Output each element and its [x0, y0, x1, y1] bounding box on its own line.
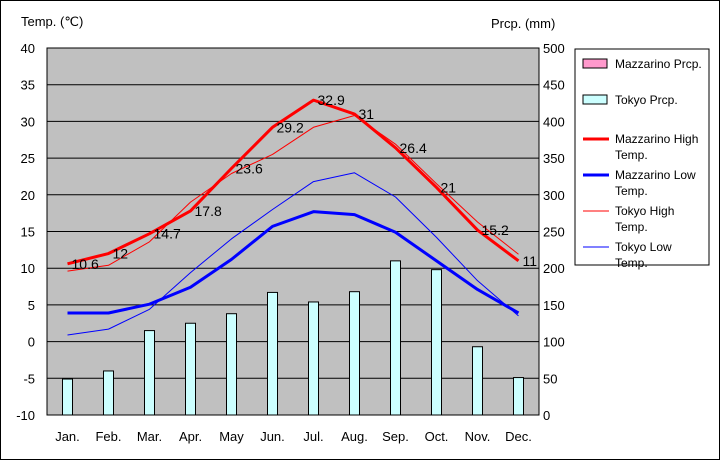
grid-lines [47, 47, 539, 416]
x-tick-label: Aug. [341, 429, 368, 444]
x-tick-label: Jul. [303, 429, 323, 444]
right-tick-label: 0 [543, 408, 550, 423]
precipitation-bar [349, 291, 360, 416]
legend-label: Tokyo High Temp. [615, 204, 674, 234]
x-tick-label: Apr. [179, 429, 202, 444]
right-tick-label: 200 [543, 261, 565, 276]
x-tick-label: Nov. [465, 429, 491, 444]
data-labels: 10.6 12 14.7 17.8 23.6 29.2 32.9 31 26.4 21 15.2 11 [72, 92, 538, 272]
temperature-lines [67, 98, 520, 336]
data-label: 11 [523, 253, 538, 269]
data-label: 31 [359, 106, 375, 122]
right-tick-label: 50 [543, 371, 557, 386]
precipitation-bar [185, 322, 196, 416]
x-axis-ticks: Jan. Feb. Mar. Apr. May Jun. Jul. Aug. Sep. Oct. N… [55, 429, 532, 444]
data-label: 10.6 [72, 256, 99, 272]
left-tick-label: 40 [21, 41, 35, 56]
legend-swatch [582, 94, 608, 105]
temperature-line [67, 98, 520, 266]
legend-swatch [582, 58, 608, 69]
temperature-line [67, 210, 520, 315]
legend-box [574, 48, 710, 266]
x-tick-label: Oct. [425, 429, 449, 444]
legend-label: Mazzarino Prcp. [615, 57, 702, 71]
precipitation-bar [472, 346, 483, 416]
data-label: 14.7 [154, 226, 181, 242]
precipitation-bar [103, 370, 114, 416]
right-tick-label: 350 [543, 151, 565, 166]
precipitation-bar [226, 313, 237, 416]
x-tick-label: Jan. [55, 429, 80, 444]
left-tick-label: 35 [21, 78, 35, 93]
data-label: 12 [113, 246, 129, 262]
temperature-line [67, 172, 519, 336]
x-tick-label: Jun. [260, 429, 285, 444]
left-axis-ticks: 40 35 30 25 20 15 10 5 0 -5 -10 [16, 41, 35, 423]
left-tick-label: 0 [28, 335, 35, 350]
right-tick-label: 150 [543, 298, 565, 313]
data-label: 26.4 [400, 140, 427, 156]
legend-label: Tokyo Prcp. [615, 93, 678, 107]
precipitation-bar [62, 378, 73, 416]
precipitation-bar [144, 330, 155, 416]
left-axis-title: Temp. (℃) [21, 14, 83, 29]
data-label: 21 [441, 179, 457, 195]
x-tick-label: Dec. [505, 429, 532, 444]
precipitation-bar [390, 260, 401, 416]
right-tick-label: 450 [543, 78, 565, 93]
left-tick-label: 10 [21, 261, 35, 276]
legend-label: Mazzarino Low Temp. [615, 168, 696, 198]
x-tick-label: Feb. [95, 429, 121, 444]
right-tick-label: 400 [543, 114, 565, 129]
precipitation-bars [62, 260, 524, 416]
right-tick-label: 250 [543, 225, 565, 240]
right-tick-label: 100 [543, 335, 565, 350]
left-tick-label: 30 [21, 114, 35, 129]
precipitation-bar [513, 377, 524, 416]
left-tick-label: -10 [16, 408, 35, 423]
precipitation-bar [431, 269, 442, 416]
data-label: 29.2 [277, 119, 304, 135]
right-tick-label: 300 [543, 188, 565, 203]
precipitation-bar [267, 291, 278, 416]
left-tick-label: 25 [21, 151, 35, 166]
data-label: 15.2 [482, 222, 509, 238]
legend: Mazzarino Prcp. Tokyo Prcp. Mazzarino High… [582, 57, 702, 270]
left-tick-label: 5 [28, 298, 35, 313]
data-label: 23.6 [236, 160, 263, 176]
precipitation-bar [308, 301, 319, 416]
right-axis-title: Prcp. (mm) [491, 16, 555, 31]
left-tick-label: -5 [23, 371, 35, 386]
right-tick-label: 500 [543, 41, 565, 56]
x-tick-label: Mar. [137, 429, 162, 444]
left-tick-label: 15 [21, 225, 35, 240]
data-label: 32.9 [318, 92, 345, 108]
left-tick-label: 20 [21, 188, 35, 203]
legend-label: Tokyo Low Temp. [615, 240, 672, 270]
temperature-line [67, 115, 519, 272]
data-label: 17.8 [195, 203, 222, 219]
x-tick-label: Sep. [382, 429, 409, 444]
x-tick-label: May [219, 429, 244, 444]
legend-label: Mazzarino High Temp. [615, 132, 698, 162]
